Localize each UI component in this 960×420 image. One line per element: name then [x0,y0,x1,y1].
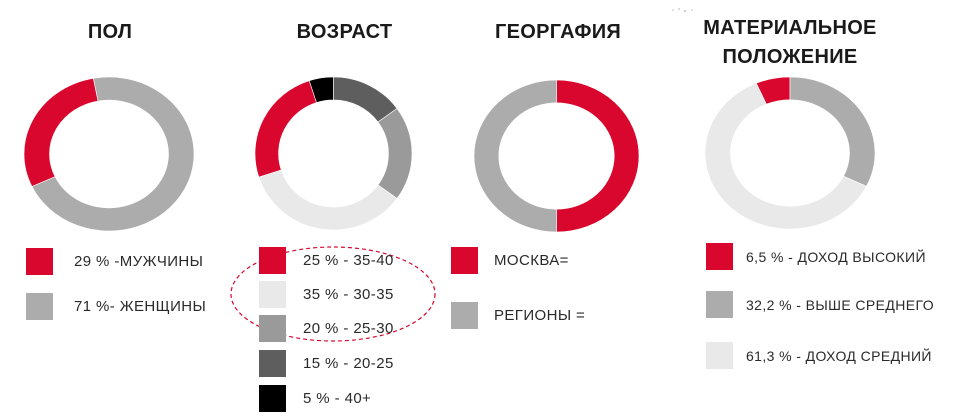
chart-title: ВОЗРАСТ [296,21,393,43]
decorative-specks [672,8,693,13]
donut-slice [377,108,413,199]
legend-swatch [706,342,733,369]
chart-title: МАТЕРИАЛЬНОЕ ПОЛОЖЕНИЕ [703,17,877,68]
legend-label: 71 %- ЖЕНЩИНЫ [74,298,207,315]
legend-label: 5 % - 40+ [303,390,372,407]
chart-panel-income: МАТЕРИАЛЬНОЕ ПОЛОЖЕНИЕ 6,5 % - ДОХОД ВЫС… [690,0,940,420]
legend-swatch [259,247,286,274]
chart-panel-geography: ГЕОРГАФИЯ МОСКВА= РЕГИОНЫ = [451,0,658,420]
legend-swatch [259,315,286,342]
donut-slice [23,77,99,187]
legend-label: 25 % - 35-40 [303,252,394,269]
legend-swatch [706,243,733,270]
legend-swatch [706,291,733,318]
donut-slice [704,82,867,230]
chart-title: ПОЛ [87,21,133,43]
legend-label: 20 % - 25-30 [303,320,394,337]
donut-slice [31,76,195,232]
legend-label: 61,3 % - ДОХОД СРЕДНИЙ [746,348,932,364]
legend-swatch [259,281,286,308]
legend-label: 35 % - 30-35 [303,286,394,303]
donut-slice [556,79,640,233]
legend-label: 29 % -МУЖЧИНЫ [74,253,204,270]
legend-label: 15 % - 20-25 [303,355,394,372]
legend-swatch [259,350,286,377]
donut-slice [473,79,557,233]
donut-chart-gender [23,76,195,232]
chart-panel-gender: ПОЛ 29 % -МУЖЧИНЫ 71 %- ЖЕНЩИНЫ [0,0,220,420]
donut-chart-income [704,76,876,230]
legend-label: 6,5 % - ДОХОД ВЫСОКИЙ [746,249,926,265]
legend-swatch [26,293,53,320]
donut-slice [789,76,876,187]
highlight-ellipse [230,246,436,342]
legend-swatch [451,247,478,274]
chart-title: ГЕОРГАФИЯ [494,21,622,43]
chart-panel-age: ВОЗРАСТ [232,0,457,420]
legend-label: МОСКВА= [494,252,569,269]
legend-label: 32,2 % - ВЫШЕ СРЕДНЕГО [746,297,935,313]
legend-label: РЕГИОНЫ = [494,307,586,324]
donut-slice [254,80,317,178]
donut-slice [258,169,398,231]
donut-chart-age [254,76,413,231]
legend-swatch [259,385,286,412]
legend-swatch [451,302,478,329]
legend-swatch [26,248,53,275]
donut-chart-geography [473,79,640,233]
